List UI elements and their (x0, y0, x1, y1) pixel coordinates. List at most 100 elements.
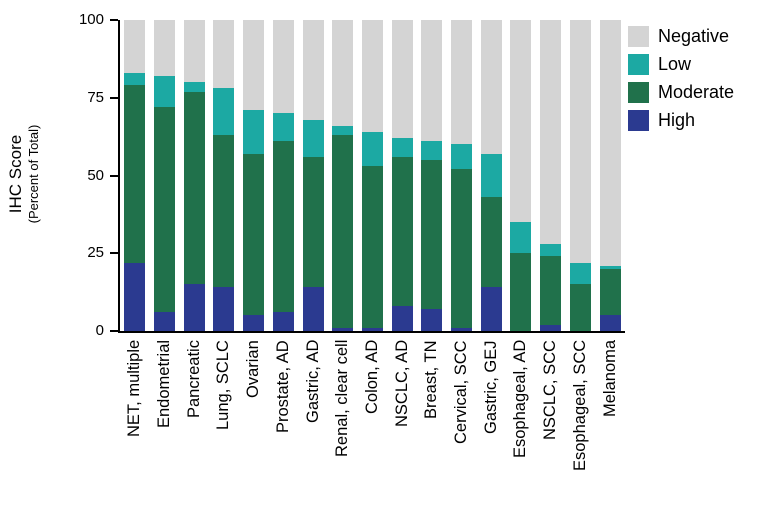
bar-segment-negative (124, 20, 146, 73)
bar-stack (302, 20, 324, 331)
legend-label: High (658, 110, 696, 130)
bar-segment-high (183, 284, 205, 331)
bar-segment-moderate (183, 91, 205, 285)
x-axis-label: Melanoma (600, 340, 619, 418)
bar-stack (154, 20, 176, 331)
bar-stack (243, 20, 265, 331)
x-axis-label: NSCLC, AD (392, 340, 411, 428)
bar-segment-moderate (421, 159, 443, 310)
legend-label: Negative (658, 26, 730, 46)
y-tick-label: 100 (78, 11, 104, 28)
bar-segment-high (421, 309, 443, 331)
bar-segment-negative (361, 20, 383, 132)
legend-swatch-low (628, 54, 649, 75)
bar-segment-low (421, 141, 443, 160)
bar-stack (421, 20, 443, 331)
bar-segment-negative (391, 20, 413, 139)
bar-stack (361, 20, 383, 331)
x-label-slot: Prostate, AD (269, 335, 299, 515)
bar-column-14 (536, 20, 566, 331)
plot-area (118, 20, 625, 333)
y-tick-mark (110, 330, 118, 332)
y-tick-mark (110, 19, 118, 21)
x-label-slot: Ovarian (239, 335, 269, 515)
bar-segment-high (272, 312, 294, 331)
bar-segment-negative (480, 20, 502, 154)
x-label-slot: NSCLC, SCC (536, 335, 566, 515)
y-axis-title: IHC Score (Percent of Total) (6, 82, 50, 266)
bar-segment-low (154, 76, 176, 108)
y-axis: 0 25 50 75 100 (66, 11, 118, 339)
legend: Negative Low Moderate High (628, 26, 734, 131)
bar-segment-negative (510, 20, 532, 223)
y-tick-label: 0 (95, 322, 104, 339)
bar-segment-low (391, 138, 413, 157)
bar-stack (272, 20, 294, 331)
bar-column-8 (358, 20, 388, 331)
x-label-slot: Gastric, GEJ (476, 335, 506, 515)
bar-column-3 (209, 20, 239, 331)
y-tick-mark (110, 252, 118, 255)
bar-segment-high (213, 287, 235, 331)
bar-segment-low (183, 82, 205, 92)
bar-segment-moderate (451, 169, 473, 328)
x-axis-label: Colon, AD (362, 340, 381, 415)
bar-segment-negative (421, 20, 443, 142)
bar-segment-moderate (124, 85, 146, 263)
bar-segment-moderate (391, 156, 413, 307)
x-axis-label: Renal, clear cell (333, 340, 352, 458)
x-axis-label: Prostate, AD (273, 340, 292, 433)
bar-segment-low (510, 222, 532, 254)
bar-segment-negative (540, 20, 562, 244)
x-axis-label: Breast, TN (422, 340, 441, 419)
bar-stack (540, 20, 562, 331)
bar-stack (451, 20, 473, 331)
bar-segment-low (272, 113, 294, 142)
legend-swatch-moderate (628, 82, 649, 103)
bar-segment-moderate (569, 284, 591, 331)
bar-segment-high (332, 327, 354, 331)
bar-stack (480, 20, 502, 331)
bar-segment-moderate (361, 166, 383, 328)
y-tick-label: 75 (87, 88, 104, 106)
bar-segment-negative (302, 20, 324, 120)
x-label-slot: Esophageal, SCC (566, 335, 596, 515)
bar-column-4 (239, 20, 269, 331)
legend-item-low: Low (628, 54, 734, 75)
bar-segment-negative (154, 20, 176, 76)
bar-column-11 (447, 20, 477, 331)
bar-column-2 (179, 20, 209, 331)
bar-stack (391, 20, 413, 331)
y-axis-title-sub: (Percent of Total) (26, 124, 42, 224)
bar-column-13 (506, 20, 536, 331)
legend-label: Low (658, 54, 692, 74)
bar-segment-high (391, 306, 413, 331)
x-label-slot: NET, multiple (120, 335, 150, 515)
bar-segment-low (124, 72, 146, 86)
y-tick-label: 25 (87, 244, 104, 262)
x-axis-label: Endometrial (155, 340, 174, 429)
bar-segment-negative (599, 20, 621, 266)
bar-segment-high (124, 262, 146, 331)
bar-segment-moderate (332, 135, 354, 328)
x-axis-label: Esophageal, SCC (570, 340, 589, 472)
x-label-slot: Melanoma (595, 335, 625, 515)
x-label-slot: Lung, SCLC (209, 335, 239, 515)
bar-segment-negative (332, 20, 354, 126)
bar-segment-negative (451, 20, 473, 145)
bar-segment-negative (272, 20, 294, 114)
bar-segment-low (451, 144, 473, 170)
x-axis-label: NSCLC, SCC (541, 340, 560, 440)
bar-segment-high (480, 287, 502, 331)
bar-column-9 (387, 20, 417, 331)
x-label-slot: Endometrial (150, 335, 180, 515)
x-label-slot: Colon, AD (358, 335, 388, 515)
bars-container (120, 20, 625, 331)
y-axis-title-main: IHC Score (6, 134, 25, 214)
bar-column-6 (298, 20, 328, 331)
bar-column-7 (328, 20, 358, 331)
bar-column-15 (566, 20, 596, 331)
x-axis-labels: NET, multiple Endometrial Pancreatic Lung, … (120, 335, 625, 515)
x-label-slot: Pancreatic (179, 335, 209, 515)
bar-segment-negative (213, 20, 235, 89)
